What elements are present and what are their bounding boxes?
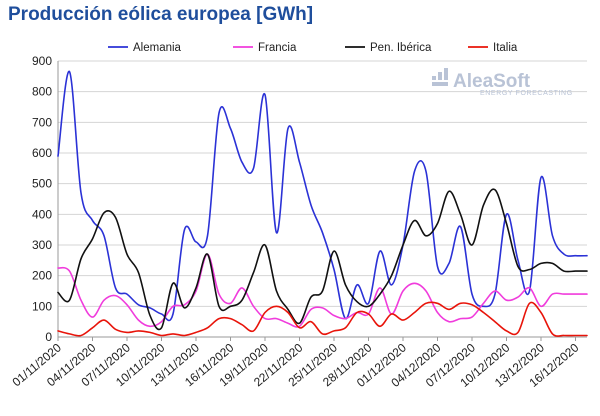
y-tick-label-400: 400 — [32, 207, 52, 221]
aleasoft-logo-icon — [432, 68, 448, 86]
legend-label-2: Pen. Ibérica — [370, 42, 432, 54]
x-axis-ticks: 01/11/202004/11/202007/11/202010/11/2020… — [10, 337, 582, 390]
y-tick-label-500: 500 — [32, 177, 52, 191]
y-axis-ticks: 0 100 200 300 400 500 600 700 800 900 — [32, 54, 52, 344]
series-line-1 — [57, 253, 588, 328]
watermark-tagline: ENERGY FORECASTING — [480, 90, 573, 97]
y-tick-label-900: 900 — [32, 54, 52, 68]
series-line-0 — [57, 70, 588, 322]
y-tick-label-700: 700 — [32, 115, 52, 129]
y-tick-label-0: 0 — [45, 330, 52, 344]
y-tick-label-200: 200 — [32, 269, 52, 283]
axes — [57, 61, 587, 338]
series-lines — [57, 70, 588, 337]
series-line-3 — [57, 301, 588, 337]
legend-label-3: Italia — [493, 42, 518, 54]
legend-label-0: Alemania — [133, 42, 182, 54]
legend: Alemania Francia Pen. Ibérica Italia — [108, 42, 518, 54]
grid-lines — [58, 60, 587, 338]
y-tick-label-300: 300 — [32, 238, 52, 252]
y-tick-label-100: 100 — [32, 299, 52, 313]
legend-label-1: Francia — [258, 42, 297, 54]
y-tick-label-600: 600 — [32, 146, 52, 160]
watermark-name: AleaSoft — [453, 71, 531, 92]
aleasoft-watermark: AleaSoft ENERGY FORECASTING — [432, 68, 573, 97]
series-line-2 — [57, 188, 588, 331]
y-tick-label-800: 800 — [32, 85, 52, 99]
chart-title: Producción eólica europea [GWh] — [8, 4, 314, 25]
